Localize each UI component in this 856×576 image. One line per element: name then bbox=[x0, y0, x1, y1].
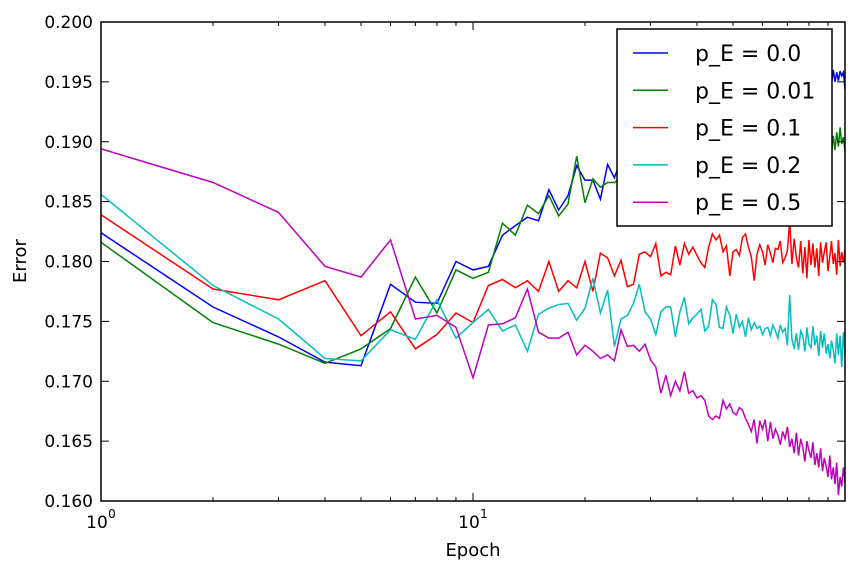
y-tick-label: 0.185 bbox=[44, 193, 93, 213]
tick-layer: 0.160 0.165 0.170 0.175 0.180 0.185 0.190 0.195… bbox=[44, 13, 845, 533]
legend-label-3: p_E = 0.2 bbox=[695, 154, 801, 179]
x-tick-label-exponent: 1 bbox=[480, 507, 488, 521]
x-axis-label: Epoch bbox=[445, 540, 500, 561]
y-tick-label: 0.190 bbox=[44, 133, 93, 153]
legend-label-4: p_E = 0.5 bbox=[695, 191, 801, 216]
y-tick-label: 0.165 bbox=[44, 432, 93, 452]
y-axis-label: Error bbox=[10, 238, 31, 282]
series-line-3 bbox=[100, 193, 846, 367]
legend-label-2: p_E = 0.1 bbox=[695, 117, 801, 142]
y-tick-label: 0.195 bbox=[44, 73, 93, 93]
y-tick-label: 0.180 bbox=[44, 253, 93, 273]
legend-label-0: p_E = 0.0 bbox=[695, 42, 801, 67]
x-tick-label: 10 bbox=[458, 513, 480, 533]
series-line-4 bbox=[100, 148, 846, 496]
x-tick-label-exponent: 0 bbox=[108, 507, 116, 521]
series-line-2 bbox=[100, 214, 846, 350]
y-tick-label: 0.160 bbox=[44, 492, 93, 512]
legend-label-1: p_E = 0.01 bbox=[695, 79, 815, 104]
x-tick-label: 10 bbox=[86, 513, 108, 533]
y-tick-label: 0.175 bbox=[44, 312, 93, 332]
y-tick-label: 0.170 bbox=[44, 372, 93, 392]
y-tick-label: 0.200 bbox=[44, 13, 93, 33]
legend: p_E = 0.0 p_E = 0.01 p_E = 0.1 p_E = 0.2 p_E… bbox=[616, 28, 833, 227]
